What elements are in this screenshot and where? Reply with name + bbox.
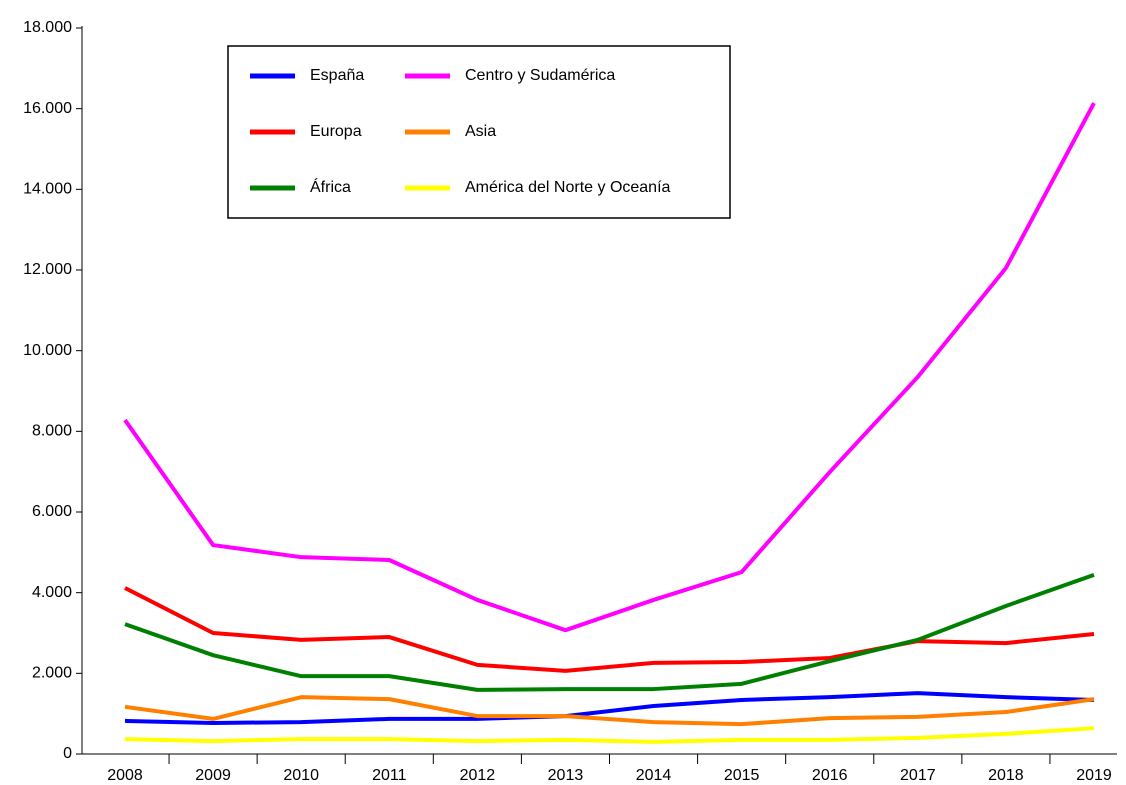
x-tick-label: 2009 <box>195 767 231 784</box>
x-tick-label: 2015 <box>724 767 760 784</box>
x-tick-label: 2013 <box>548 767 584 784</box>
y-tick-label: 14.000 <box>23 181 72 198</box>
x-tick-label: 2012 <box>460 767 496 784</box>
legend-label: España <box>310 67 364 84</box>
y-tick-label: 6.000 <box>32 503 72 520</box>
series-line <box>123 102 1096 633</box>
x-tick-label: 2018 <box>988 767 1024 784</box>
y-tick-label: 16.000 <box>23 100 72 117</box>
x-tick-label: 2008 <box>107 767 143 784</box>
y-tick-label: 8.000 <box>32 423 72 440</box>
series-line <box>124 586 1095 673</box>
legend-label: Asia <box>465 123 496 140</box>
y-tick-label: 0 <box>63 745 72 762</box>
x-tick-label: 2014 <box>636 767 672 784</box>
series-line <box>124 695 1095 727</box>
legend-label: América del Norte y Oceanía <box>465 179 671 196</box>
y-tick-label: 4.000 <box>32 584 72 601</box>
legend-box <box>227 45 731 219</box>
y-tick-label: 2.000 <box>32 665 72 682</box>
x-tick-label: 2016 <box>812 767 848 784</box>
legend-label: Europa <box>310 123 362 140</box>
x-tick-label: 2019 <box>1076 767 1112 784</box>
legend-label: África <box>310 177 351 196</box>
x-tick-label: 2017 <box>900 767 936 784</box>
x-tick-label: 2010 <box>283 767 319 784</box>
series-line <box>124 691 1095 725</box>
series-line <box>124 573 1095 692</box>
legend-label: Centro y Sudamérica <box>465 67 615 84</box>
y-tick-label: 18.000 <box>23 19 72 36</box>
series-line <box>124 726 1095 744</box>
y-tick-label: 10.000 <box>23 342 72 359</box>
x-tick-label: 2011 <box>372 767 407 784</box>
y-tick-label: 12.000 <box>23 261 72 278</box>
